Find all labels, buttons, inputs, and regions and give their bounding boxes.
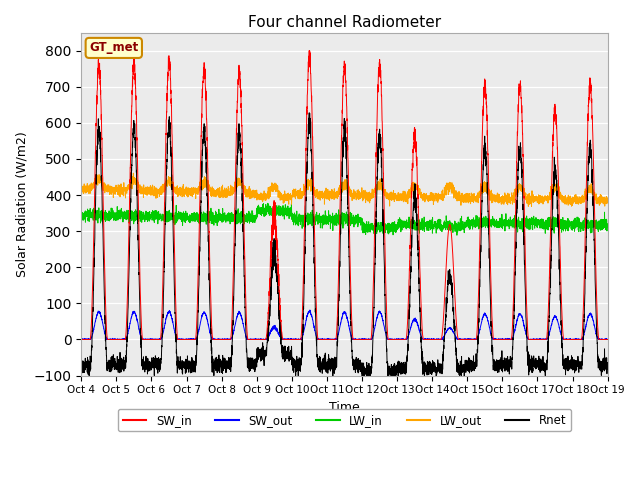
Rnet bbox=[305, 110, 313, 116]
SW_in bbox=[604, 336, 611, 342]
Line: LW_out: LW_out bbox=[81, 173, 608, 206]
SW_out bbox=[172, 334, 180, 340]
Line: LW_in: LW_in bbox=[81, 203, 608, 235]
Rnet bbox=[325, 354, 333, 360]
SW_in bbox=[305, 48, 313, 54]
LW_in bbox=[325, 212, 333, 217]
X-axis label: Time: Time bbox=[329, 401, 360, 414]
Rnet bbox=[360, 380, 367, 385]
SW_out bbox=[433, 336, 441, 342]
Rnet bbox=[172, 335, 180, 340]
LW_out bbox=[325, 195, 333, 201]
SW_in bbox=[172, 305, 180, 311]
LW_out bbox=[463, 191, 470, 197]
LW_in bbox=[492, 219, 500, 225]
SW_out bbox=[77, 336, 85, 342]
LW_out bbox=[129, 170, 137, 176]
LW_in bbox=[604, 224, 611, 230]
LW_in bbox=[433, 221, 441, 227]
Line: SW_in: SW_in bbox=[81, 51, 608, 339]
SW_out bbox=[325, 336, 333, 342]
Rnet bbox=[492, 359, 500, 365]
LW_out bbox=[492, 194, 500, 200]
LW_in bbox=[264, 200, 271, 206]
Line: SW_out: SW_out bbox=[81, 310, 608, 339]
LW_out bbox=[77, 187, 85, 192]
LW_in bbox=[77, 211, 85, 217]
Rnet bbox=[604, 366, 611, 372]
LW_out bbox=[604, 196, 611, 202]
SW_in bbox=[325, 336, 333, 342]
SW_in bbox=[492, 336, 500, 342]
SW_out bbox=[492, 336, 500, 342]
SW_out bbox=[306, 307, 314, 313]
Rnet bbox=[433, 364, 441, 370]
Text: GT_met: GT_met bbox=[89, 41, 138, 54]
LW_in bbox=[604, 221, 612, 227]
LW_out bbox=[604, 196, 612, 202]
Legend: SW_in, SW_out, LW_in, LW_out, Rnet: SW_in, SW_out, LW_in, LW_out, Rnet bbox=[118, 409, 571, 432]
SW_in bbox=[433, 336, 441, 342]
SW_out bbox=[77, 336, 85, 342]
LW_in bbox=[172, 212, 180, 217]
Title: Four channel Radiometer: Four channel Radiometer bbox=[248, 15, 441, 30]
Line: Rnet: Rnet bbox=[81, 113, 608, 383]
LW_out bbox=[527, 204, 535, 209]
SW_out bbox=[604, 336, 611, 342]
SW_out bbox=[463, 336, 470, 342]
Rnet bbox=[463, 364, 470, 370]
Rnet bbox=[77, 361, 85, 367]
LW_in bbox=[453, 232, 461, 238]
SW_in bbox=[77, 336, 85, 342]
LW_out bbox=[172, 186, 180, 192]
SW_out bbox=[604, 336, 612, 342]
Y-axis label: Solar Radiation (W/m2): Solar Radiation (W/m2) bbox=[15, 131, 28, 277]
SW_in bbox=[604, 336, 612, 342]
LW_out bbox=[433, 192, 441, 197]
Rnet bbox=[604, 362, 612, 368]
SW_in bbox=[463, 336, 470, 342]
LW_in bbox=[463, 217, 470, 223]
